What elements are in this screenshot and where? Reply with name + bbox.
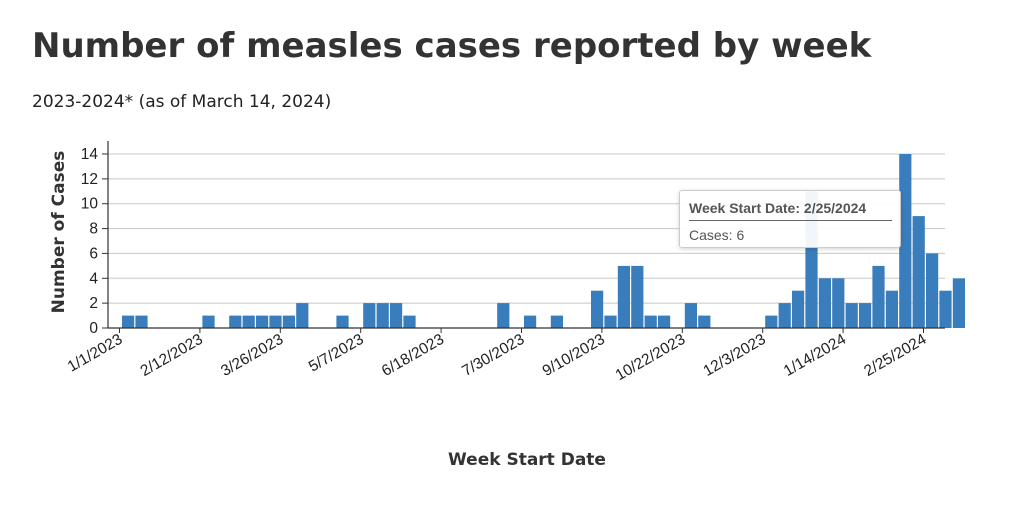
- bar-week-1-7-2024[interactable]: [832, 278, 845, 328]
- bar-week-5-28-2023[interactable]: [403, 315, 416, 328]
- tooltip-header: Week Start Date: 2/25/2024: [689, 200, 866, 216]
- y-tick-labels: 0 2 4 6 8 10 12 14: [81, 146, 99, 337]
- x-tick-label: 3/26/2023: [218, 331, 286, 380]
- y-tick-label: 6: [89, 245, 98, 262]
- bar-week-7-16-2023[interactable]: [497, 303, 510, 328]
- y-tick-label: 4: [89, 270, 98, 287]
- x-tick-label: 5/7/2023: [306, 331, 367, 376]
- tooltip-series-label: Cases:: [689, 227, 737, 243]
- bar-week-1-8-2023[interactable]: [135, 315, 148, 328]
- bar-week-5-14-2023[interactable]: [376, 303, 389, 328]
- bars: [122, 154, 965, 328]
- bar-week-10-22-2023[interactable]: [684, 303, 697, 328]
- x-tick-label: 12/3/2023: [700, 331, 768, 380]
- x-tick-label: 2/25/2024: [861, 331, 930, 380]
- bar-week-2-18-2024[interactable]: [912, 216, 925, 328]
- bar-week-8-13-2023[interactable]: [550, 315, 563, 328]
- bar-week-3-3-2024[interactable]: [939, 290, 952, 328]
- tooltip-body: Cases: 6: [689, 227, 744, 243]
- x-tick-label: 1/1/2023: [65, 331, 126, 376]
- bar-week-3-26-2023[interactable]: [282, 315, 295, 328]
- y-tick-label: 12: [81, 171, 98, 188]
- bar-week-2-12-2023[interactable]: [202, 315, 215, 328]
- bar-week-4-23-2023[interactable]: [336, 315, 349, 328]
- bar-week-3-5-2023[interactable]: [242, 315, 255, 328]
- x-tick-label: 7/30/2023: [459, 331, 527, 380]
- bar-week-12-31-2023[interactable]: [818, 278, 831, 328]
- bar-week-1-1-2023[interactable]: [122, 315, 135, 328]
- tooltip-value: 6: [736, 227, 745, 243]
- bar-week-4-2-2023[interactable]: [296, 303, 309, 328]
- y-tick-label: 10: [81, 196, 99, 213]
- tooltip-header-value: 2/25/2024: [803, 200, 867, 216]
- x-axis-title: Week Start Date: [448, 450, 606, 470]
- tooltip-header-label: Week Start Date:: [689, 200, 804, 216]
- page-title: Number of measles cases reported by week: [32, 26, 872, 66]
- x-tick-label: 10/22/2023: [613, 331, 689, 385]
- bar-week-7-30-2023[interactable]: [524, 315, 537, 328]
- bar-week-1-14-2024[interactable]: [845, 303, 858, 328]
- x-tick-label: 6/18/2023: [379, 331, 447, 380]
- bar-week-2-4-2024[interactable]: [885, 290, 898, 328]
- tooltip-divider: [689, 220, 892, 221]
- bar-week-5-21-2023[interactable]: [390, 303, 403, 328]
- page-subtitle: 2023-2024* (as of March 14, 2024): [32, 92, 332, 112]
- bar-week-9-24-2023[interactable]: [631, 265, 644, 328]
- bar-week-2-26-2023[interactable]: [229, 315, 242, 328]
- x-tick-label: 9/10/2023: [540, 331, 608, 380]
- bar-week-3-12-2023[interactable]: [256, 315, 269, 328]
- bar-week-9-10-2023[interactable]: [604, 315, 617, 328]
- bar-week-12-3-2023[interactable]: [765, 315, 778, 328]
- x-tick-label: 2/12/2023: [138, 331, 206, 380]
- y-tick-label: 0: [89, 320, 98, 337]
- x-tick-labels: 1/1/2023 2/12/2023 3/26/2023 5/7/2023 6/18/2…: [65, 331, 930, 385]
- bar-week-9-3-2023[interactable]: [591, 290, 604, 328]
- bar-week-12-10-2023[interactable]: [778, 303, 791, 328]
- bar-week-10-29-2023[interactable]: [698, 315, 711, 328]
- bar-week-5-7-2023[interactable]: [363, 303, 376, 328]
- x-tick-label: 1/14/2024: [781, 331, 850, 380]
- bar-week-10-1-2023[interactable]: [644, 315, 657, 328]
- bar-week-2-11-2024[interactable]: [899, 154, 912, 328]
- bar-week-3-19-2023[interactable]: [269, 315, 282, 328]
- bar-week-12-17-2023[interactable]: [792, 290, 805, 328]
- y-tick-label: 8: [89, 221, 98, 238]
- tooltip: Week Start Date: 2/25/2024 Cases: 6: [679, 190, 901, 248]
- y-axis-title: Number of Cases: [49, 151, 69, 314]
- bar-week-2-25-2024[interactable]: [926, 253, 939, 328]
- bar-week-3-10-2024[interactable]: [952, 278, 965, 328]
- bar-week-10-8-2023[interactable]: [658, 315, 671, 328]
- bar-week-1-28-2024[interactable]: [872, 265, 885, 328]
- y-tick-label: 14: [81, 146, 99, 163]
- bar-week-1-21-2024[interactable]: [859, 303, 872, 328]
- y-tick-label: 2: [89, 295, 98, 312]
- bar-week-9-17-2023[interactable]: [617, 265, 630, 328]
- axes: [102, 141, 945, 333]
